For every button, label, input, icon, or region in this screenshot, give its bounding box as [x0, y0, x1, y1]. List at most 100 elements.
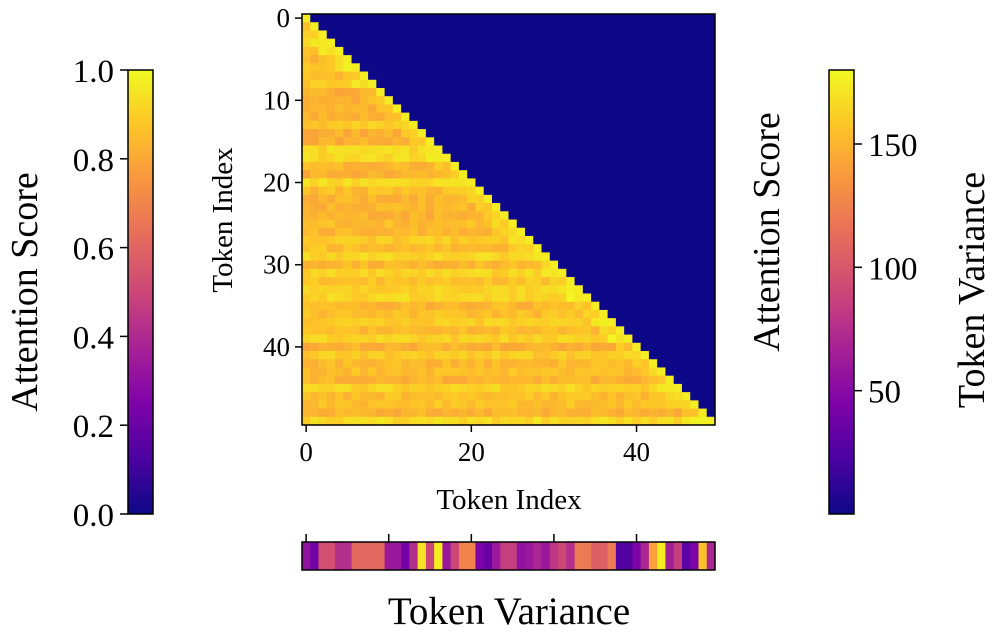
heatmap-cell: [326, 170, 336, 179]
heatmap-cell: [690, 334, 699, 344]
heatmap-cell: [615, 227, 625, 237]
heatmap-cell: [706, 145, 716, 155]
heatmap-cell: [335, 14, 344, 23]
heatmap-cell: [665, 186, 675, 196]
heatmap-cell: [302, 161, 311, 171]
heatmap-cell: [541, 194, 551, 204]
heatmap-cell: [310, 211, 319, 220]
heatmap-cell: [351, 244, 361, 253]
heatmap-cell: [475, 112, 485, 122]
heatmap-cell: [582, 79, 592, 89]
heatmap-cell: [310, 416, 319, 426]
heatmap-cell: [401, 293, 410, 303]
heatmap-cell: [591, 334, 600, 344]
variance-cell: [392, 542, 402, 570]
heatmap-cell: [648, 244, 658, 253]
heatmap-cell: [574, 194, 584, 204]
heatmap-cell: [401, 359, 410, 368]
heatmap-cell: [302, 194, 311, 204]
heatmap-cell: [458, 367, 468, 377]
heatmap-cell: [549, 87, 559, 97]
heatmap-cell: [706, 104, 716, 114]
heatmap-cell: [673, 219, 683, 229]
heatmap-cell: [310, 14, 319, 23]
heatmap-cell: [450, 22, 460, 31]
heatmap-cell: [582, 46, 592, 56]
heatmap-cell: [368, 334, 377, 344]
heatmap-cell: [698, 87, 708, 97]
heatmap-cell: [582, 38, 592, 48]
heatmap-cell: [425, 161, 435, 171]
heatmap-cell: [640, 145, 650, 155]
heatmap-cell: [648, 318, 658, 327]
heatmap-cell: [500, 351, 509, 360]
heatmap-cell: [508, 416, 518, 426]
heatmap-cell: [467, 277, 476, 286]
heatmap-cell: [673, 153, 683, 163]
heatmap-cell: [467, 120, 476, 130]
heatmap-cell: [599, 161, 609, 171]
heatmap-cell: [442, 408, 452, 418]
heatmap-cell: [458, 408, 468, 418]
heatmap-cell: [359, 129, 369, 138]
heatmap-cell: [648, 219, 658, 229]
variance-cell: [376, 542, 385, 570]
heatmap-cell: [417, 301, 427, 311]
heatmap-cell: [302, 367, 311, 377]
heatmap-cell: [508, 87, 518, 97]
heatmap-cell: [615, 178, 625, 188]
heatmap-cell: [541, 400, 551, 409]
heatmap-cell: [566, 178, 575, 188]
heatmap-cell: [533, 104, 542, 114]
heatmap-cell: [409, 359, 419, 368]
heatmap-cell: [392, 71, 402, 81]
heatmap-cell: [351, 235, 361, 245]
heatmap-cell: [541, 79, 551, 89]
variance-cell: [409, 542, 419, 570]
heatmap-cell: [425, 252, 435, 261]
heatmap-cell: [401, 252, 410, 261]
heatmap-cell: [326, 383, 336, 393]
heatmap-cell: [648, 186, 658, 196]
heatmap-cell: [417, 71, 427, 81]
heatmap-cell: [392, 63, 402, 72]
heatmap-cell: [607, 342, 617, 352]
heatmap-cell: [401, 71, 410, 81]
variance-cell: [450, 542, 460, 570]
heatmap-cell: [310, 30, 319, 40]
heatmap-cell: [376, 120, 385, 130]
heatmap-cell: [574, 63, 584, 72]
heatmap-cell: [351, 383, 361, 393]
heatmap-cell: [417, 203, 427, 212]
heatmap-cell: [681, 161, 691, 171]
heatmap-cell: [599, 170, 609, 179]
heatmap-cell: [673, 145, 683, 155]
heatmap-cell: [624, 203, 633, 212]
heatmap-cell: [392, 137, 402, 146]
heatmap-cell: [516, 14, 526, 23]
heatmap-cell: [409, 235, 419, 245]
heatmap-cell: [310, 367, 319, 377]
heatmap-cell: [351, 252, 361, 261]
heatmap-cell: [657, 277, 666, 286]
heatmap-cell: [648, 342, 658, 352]
heatmap-cell: [500, 375, 509, 385]
heatmap-cell: [657, 46, 666, 56]
heatmap-cell: [458, 342, 468, 352]
heatmap-cell: [343, 392, 352, 401]
heatmap-cell: [624, 96, 633, 105]
heatmap-cell: [384, 129, 394, 138]
heatmap-cell: [508, 277, 518, 286]
heatmap-cell: [318, 178, 328, 188]
heatmap-cell: [516, 375, 526, 385]
heatmap-cell: [409, 219, 419, 229]
heatmap-cell: [442, 252, 452, 261]
heatmap-cell: [657, 55, 666, 64]
heatmap-cell: [516, 120, 526, 130]
heatmap-cell: [582, 71, 592, 81]
variance-cell: [582, 542, 592, 570]
heatmap-cell: [458, 38, 468, 48]
heatmap-cell: [566, 22, 575, 31]
heatmap-cell: [632, 145, 642, 155]
heatmap-cell: [458, 170, 468, 179]
